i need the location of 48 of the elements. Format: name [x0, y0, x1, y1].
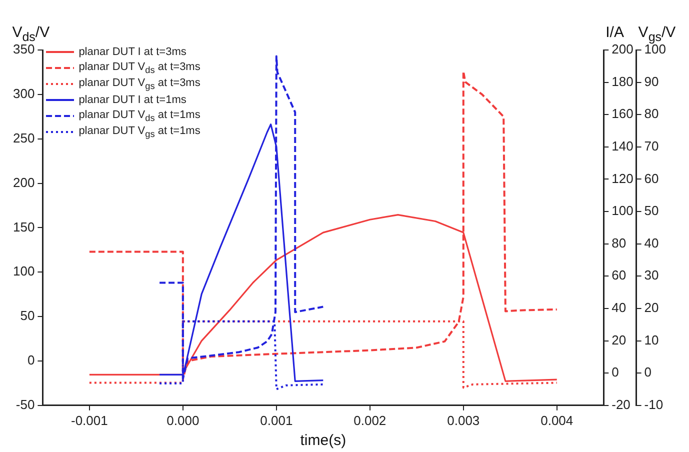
y2-tick-label: 140 — [612, 138, 634, 154]
legend-label: planar DUT V$_{gs}$ at t=1ms — [78, 124, 200, 140]
y2-tick-label: 180 — [612, 74, 634, 89]
y-tick-label: 0 — [27, 352, 35, 368]
y3-tick-label: 10 — [644, 332, 659, 348]
y-tick-label: -50 — [16, 396, 35, 412]
y3-tick-label: 20 — [644, 300, 659, 316]
y3-tick-label: 50 — [644, 203, 659, 218]
y-axis-title: V$_{ds}$/V — [12, 24, 50, 44]
y3-tick-label: 70 — [644, 138, 659, 154]
legend-label: planar DUT V$_{ds}$ at t=1ms — [78, 108, 200, 124]
y2-tick-label: 100 — [612, 203, 634, 218]
x-tick-label: 0.002 — [354, 412, 386, 428]
y3-tick-label: -10 — [644, 396, 664, 412]
y2-tick-label: 200 — [612, 42, 634, 57]
y3-tick-label: 60 — [644, 170, 659, 186]
y3-tick-label: 90 — [644, 74, 659, 89]
y2-tick-label: 40 — [612, 300, 626, 316]
legend-label: planar DUT V$_{gs}$ at t=3ms — [78, 76, 200, 92]
x-tick-label: 0.000 — [166, 412, 200, 428]
x-tick-label: -0.001 — [70, 412, 108, 428]
x-tick-label: 0.001 — [260, 412, 293, 428]
y2-tick-label: 20 — [612, 332, 626, 348]
legend-label: planar DUT I at t=3ms — [78, 46, 186, 58]
y2-tick-label: 60 — [612, 268, 626, 283]
x-tick-label: 0.004 — [540, 412, 574, 428]
legend-label: planar DUT I at t=1ms — [78, 94, 186, 106]
x-axis-title: time(s) — [300, 432, 346, 450]
y2-axis-title: I/A — [606, 24, 624, 41]
y-tick-label: 200 — [12, 174, 35, 190]
y-tick-label: 100 — [12, 264, 35, 279]
y3-tick-label: 40 — [644, 235, 659, 250]
y-tick-label: 50 — [20, 308, 35, 324]
y3-tick-label: 30 — [644, 268, 659, 283]
y-tick-label: 300 — [12, 86, 35, 102]
legend-label: planar DUT V$_{ds}$ at t=3ms — [78, 60, 200, 76]
y2-tick-label: -20 — [612, 396, 630, 412]
y2-tick-label: 80 — [612, 235, 626, 250]
y3-axis-title: V$_{gs}$/V — [638, 24, 676, 44]
y2-tick-label: 120 — [612, 170, 634, 186]
y3-tick-label: 80 — [644, 106, 659, 122]
y2-tick-label: 0 — [612, 364, 619, 380]
y-tick-label: 250 — [12, 130, 35, 146]
y-tick-label: 150 — [12, 219, 35, 234]
x-tick-label: 0.003 — [447, 412, 480, 428]
y2-tick-label: 160 — [612, 106, 634, 122]
y-tick-label: 350 — [12, 42, 35, 57]
y3-tick-label: 0 — [644, 364, 652, 380]
